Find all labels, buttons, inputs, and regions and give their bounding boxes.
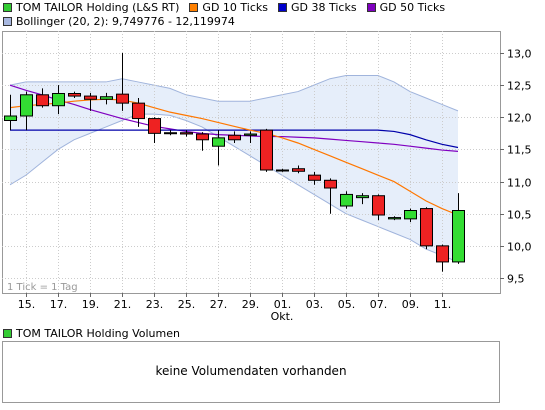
candle-body (437, 246, 449, 262)
y-tick-label: 9,5 (507, 273, 525, 286)
candle-body (373, 196, 385, 215)
candle-body (453, 211, 465, 262)
x-tick-label: 05. (338, 298, 356, 311)
candle-body (53, 94, 65, 106)
volume-panel: keine Volumendaten vorhanden (2, 341, 500, 403)
candle-body (197, 134, 209, 140)
x-tick-label: 09. (402, 298, 420, 311)
candle-body (181, 133, 193, 134)
candle-body (133, 103, 145, 118)
volume-empty-message: keine Volumendaten vorhanden (3, 364, 499, 378)
price-chart: 9,5 10,0 10,5 11,0 11,5 12,0 12,5 13,0 15. 17. 19.… (0, 0, 545, 330)
legend-label-volume: TOM TAILOR Holding Volumen (16, 327, 180, 340)
candle-body (213, 138, 225, 146)
y-tick-label: 12,0 (507, 112, 532, 125)
legend-swatch-volume (3, 329, 12, 338)
x-tick-label: 21. (114, 298, 132, 311)
y-tick-label: 11,0 (507, 177, 532, 190)
candle-body (101, 97, 113, 100)
candle-body (293, 169, 305, 172)
x-tick-label: 17. (50, 298, 68, 311)
candle-body (229, 135, 241, 140)
y-tick-label: 12,5 (507, 80, 532, 93)
candle-body (309, 175, 321, 180)
candle-body (165, 133, 177, 134)
x-tick-label: 23. (146, 298, 164, 311)
candle-body (405, 211, 417, 219)
x-tick-label: 19. (82, 298, 100, 311)
candle-body (149, 119, 161, 134)
candle-body (245, 134, 257, 135)
candle-body (5, 116, 17, 121)
legend-item-volume: TOM TAILOR Holding Volumen (3, 327, 180, 340)
x-tick-label: 07. (370, 298, 388, 311)
y-tick-label: 11,5 (507, 144, 532, 157)
x-tick-label: 25. (178, 298, 196, 311)
y-tick-label: 10,0 (507, 241, 532, 254)
y-tick-label: 10,5 (507, 209, 532, 222)
y-tick-label: 13,0 (507, 48, 532, 61)
candle-body (37, 95, 49, 106)
candle-body (357, 196, 369, 198)
x-tick-label: 15. (18, 298, 36, 311)
x-month-label: Okt. (271, 310, 294, 323)
candle-body (117, 94, 129, 103)
candle-body (325, 180, 337, 188)
candle-body (85, 96, 97, 99)
x-tick-label: 29. (242, 298, 260, 311)
x-tick-label: 11. (434, 298, 452, 311)
candle-body (341, 194, 353, 206)
candle-body (389, 218, 401, 219)
candle-body (21, 95, 33, 116)
candle-body (69, 94, 81, 97)
tick-note: 1 Tick = 1 Tag (7, 282, 78, 293)
candle-body (261, 130, 273, 170)
candle-body (421, 209, 433, 246)
x-tick-label: 03. (306, 298, 324, 311)
x-tick-label: 27. (210, 298, 228, 311)
volume-legend: TOM TAILOR Holding Volumen (3, 326, 190, 340)
candle-body (277, 170, 289, 171)
